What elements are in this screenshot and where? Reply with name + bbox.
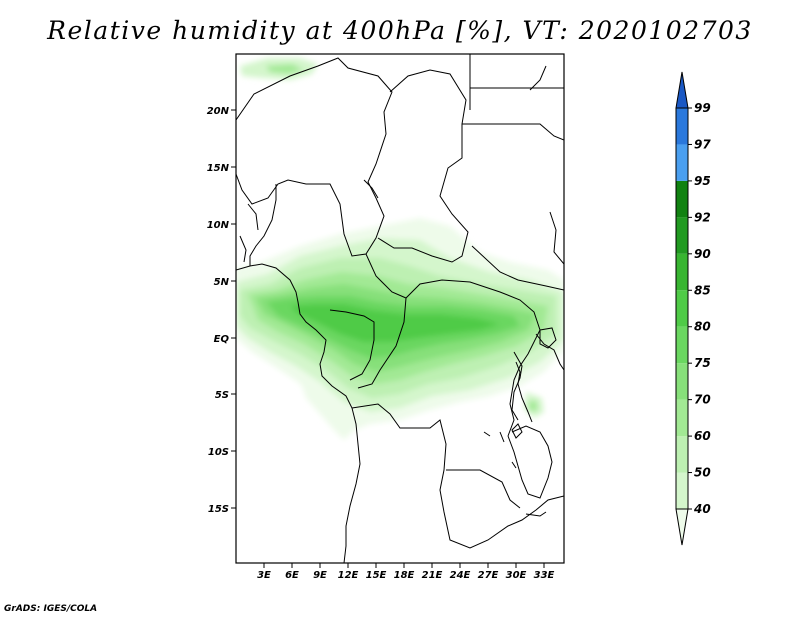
colorbar: 40 50 60 70 75 80 85 90 92 95 97 99 bbox=[675, 71, 711, 546]
colorbar-label: 70 bbox=[694, 393, 711, 407]
colorbar-label: 97 bbox=[694, 137, 711, 151]
colorbar-segment bbox=[676, 326, 688, 364]
colorbar-label: 80 bbox=[694, 320, 711, 334]
colorbar-segment bbox=[676, 290, 688, 327]
lon-tick-label: 6E bbox=[285, 570, 299, 581]
colorbar-segment bbox=[676, 436, 688, 473]
lat-tick-label: 10N bbox=[207, 220, 230, 231]
lat-tick-label: EQ bbox=[214, 334, 230, 345]
colorbar-label: 75 bbox=[694, 356, 711, 370]
colorbar-label: 90 bbox=[694, 247, 711, 261]
lat-tick-label: 10S bbox=[208, 447, 229, 458]
colorbar-label: 60 bbox=[694, 429, 711, 443]
lon-tick-label: 30E bbox=[506, 570, 527, 581]
lon-tick-label: 12E bbox=[338, 570, 359, 581]
lon-tick-label: 21E bbox=[422, 570, 443, 581]
colorbar-label: 99 bbox=[694, 101, 711, 115]
colorbar-low-arrow bbox=[675, 508, 689, 546]
colorbar-segment bbox=[676, 363, 688, 400]
lon-tick-label: 3E bbox=[257, 570, 271, 581]
colorbar-label: 50 bbox=[694, 466, 711, 480]
lat-tick-label: 5S bbox=[215, 390, 229, 401]
lon-tick-label: 15E bbox=[366, 570, 387, 581]
colorbar-segment bbox=[676, 180, 688, 218]
colorbar-segment bbox=[676, 253, 688, 291]
colorbar-label: 95 bbox=[694, 174, 711, 188]
humidity-shading bbox=[236, 58, 564, 440]
colorbar-high-arrow bbox=[675, 71, 689, 109]
grads-credit: GrADS: IGES/COLA bbox=[4, 604, 98, 614]
colorbar-label: 85 bbox=[694, 283, 711, 297]
lat-tick-label: 5N bbox=[214, 277, 230, 288]
latitude-axis: 20N 15N 10N 5N EQ 5S 10S 15S bbox=[207, 106, 236, 515]
colorbar-segment bbox=[676, 399, 688, 437]
lat-tick-label: 15N bbox=[207, 163, 230, 174]
map-frame bbox=[235, 53, 565, 564]
colorbar-segment bbox=[676, 108, 688, 145]
colorbar-segment bbox=[676, 144, 688, 181]
colorbar-segment bbox=[676, 472, 688, 509]
lon-tick-label: 27E bbox=[478, 570, 499, 581]
lon-tick-label: 18E bbox=[394, 570, 415, 581]
map-borders bbox=[236, 54, 564, 563]
colorbar-label: 40 bbox=[693, 502, 711, 516]
colorbar-label: 92 bbox=[694, 210, 711, 224]
lat-tick-label: 20N bbox=[207, 106, 230, 117]
lon-tick-label: 9E bbox=[313, 570, 327, 581]
colorbar-outline bbox=[675, 107, 689, 510]
lon-tick-label: 24E bbox=[450, 570, 471, 581]
longitude-axis: 3E 6E 9E 12E 15E 18E 21E 24E 27E 30E 33E bbox=[257, 563, 555, 581]
map-title: Relative humidity at 400hPa [%], VT: 202… bbox=[47, 16, 753, 45]
lon-tick-label: 33E bbox=[534, 570, 555, 581]
colorbar-segment bbox=[676, 217, 688, 254]
lat-tick-label: 15S bbox=[208, 504, 229, 515]
